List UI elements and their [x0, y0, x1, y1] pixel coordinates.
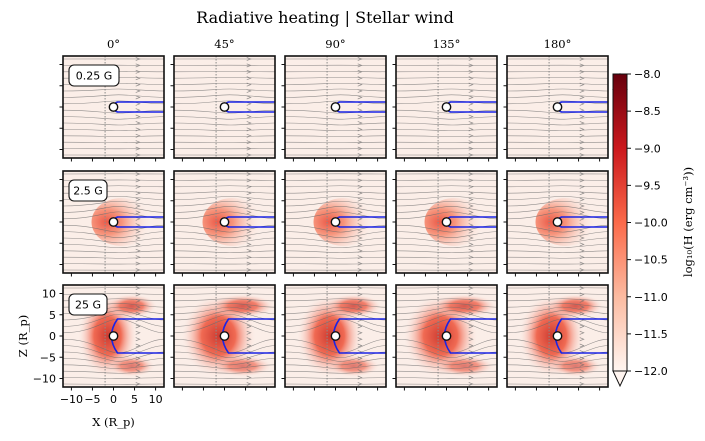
panel-2.5G-90deg — [281, 170, 387, 277]
streamlines — [285, 57, 386, 157]
planet-marker — [108, 217, 119, 227]
colorbar-tick-label: −12.0 — [634, 365, 668, 378]
field-strength-box — [68, 293, 108, 316]
field-strength-label: 2.5 G — [73, 185, 103, 198]
panel-0.25G-0deg: 0.25 G — [59, 55, 165, 162]
panel-25G-90deg — [281, 284, 387, 391]
colorbar-tick-label: −10.5 — [634, 254, 668, 267]
y-tick-label: 5 — [49, 309, 56, 322]
streamlines — [396, 172, 497, 272]
planet-marker — [330, 331, 341, 341]
figure-title: Radiative heating | Stellar wind — [196, 8, 454, 27]
x-tick-label: 5 — [131, 393, 138, 406]
column-header-135deg: 135° — [433, 37, 461, 51]
y-tick-label: −10 — [33, 373, 56, 386]
streamlines — [396, 286, 497, 386]
panel-2.5G-45deg — [170, 170, 276, 277]
column-header-45deg: 45° — [214, 37, 234, 51]
panel-25G-180deg — [503, 284, 609, 391]
streamlines — [174, 57, 275, 157]
colorbar-tick-label: −9.0 — [634, 142, 661, 155]
streamlines — [507, 286, 608, 386]
planet-marker — [441, 217, 452, 227]
colorbar-gradient — [612, 73, 628, 372]
planet-marker — [330, 102, 341, 112]
y-tick-label: −5 — [40, 351, 56, 364]
planet-marker — [330, 217, 341, 227]
x-axis-label: X (R_p) — [92, 415, 135, 429]
streamlines — [285, 286, 386, 386]
planet-marker — [552, 102, 563, 112]
planet-marker — [219, 102, 230, 112]
colorbar: −8.0 −8.5 −9.0 −9.5 −10.0 −10.5 −11.0 −11.5 −12.… — [612, 68, 695, 388]
colorbar-tick-label: −9.5 — [634, 179, 661, 192]
field-strength-label: 0.25 G — [76, 70, 113, 83]
field-strength-label: 25 G — [75, 299, 101, 312]
field-strength-box — [68, 179, 108, 202]
field-strength-box — [68, 64, 120, 87]
panel-0.25G-90deg — [281, 55, 387, 162]
planet-marker — [441, 102, 452, 112]
panel-0.25G-180deg — [503, 55, 609, 162]
x-tick-label: −5 — [84, 393, 100, 406]
streamlines — [396, 57, 497, 157]
column-header-180deg: 180° — [544, 37, 572, 51]
planet-marker — [552, 331, 563, 341]
streamlines — [174, 172, 275, 272]
heating-region — [202, 198, 263, 246]
heating-region — [535, 198, 596, 246]
colorbar-tick-label: −11.5 — [634, 328, 668, 341]
panel-0.25G-135deg — [392, 55, 498, 162]
panel-2.5G-0deg: 2.5 G — [59, 170, 165, 277]
colorbar-tick-label: −8.5 — [634, 105, 661, 118]
y-tick-label: 10 — [42, 288, 56, 301]
heating-region — [424, 198, 485, 246]
x-tick-label: 10 — [149, 393, 163, 406]
colorbar-tick-label: −10.0 — [634, 217, 668, 230]
heating-region — [91, 198, 152, 246]
heating-region — [313, 198, 374, 246]
planet-marker — [441, 331, 452, 341]
streamlines — [174, 286, 275, 386]
panel-25G-45deg — [170, 284, 276, 391]
x-tick-label: −10 — [60, 393, 83, 406]
panel-2.5G-135deg — [392, 170, 498, 277]
panel-2.5G-180deg — [503, 170, 609, 277]
planet-marker — [552, 217, 563, 227]
y-tick-label: 0 — [49, 330, 56, 343]
planet-marker — [219, 217, 230, 227]
y-axis-label: Z (R_p) — [16, 315, 30, 357]
colorbar-tick-label: −11.0 — [634, 291, 668, 304]
planet-marker — [108, 331, 119, 341]
streamlines — [507, 57, 608, 157]
planet-marker — [219, 331, 230, 341]
heating-region — [77, 294, 158, 378]
colorbar-min-extend — [612, 370, 628, 388]
colorbar-tick-label: −8.0 — [634, 68, 661, 81]
panel-0.25G-45deg — [170, 55, 276, 162]
column-header-90deg: 90° — [325, 37, 345, 51]
planet-marker — [108, 102, 119, 112]
panel-25G-135deg — [392, 284, 498, 391]
column-header-0deg: 0° — [107, 37, 120, 51]
x-tick-label: 0 — [110, 393, 117, 406]
colorbar-label: log₁₀(H (erg cm⁻³)) — [681, 167, 695, 277]
